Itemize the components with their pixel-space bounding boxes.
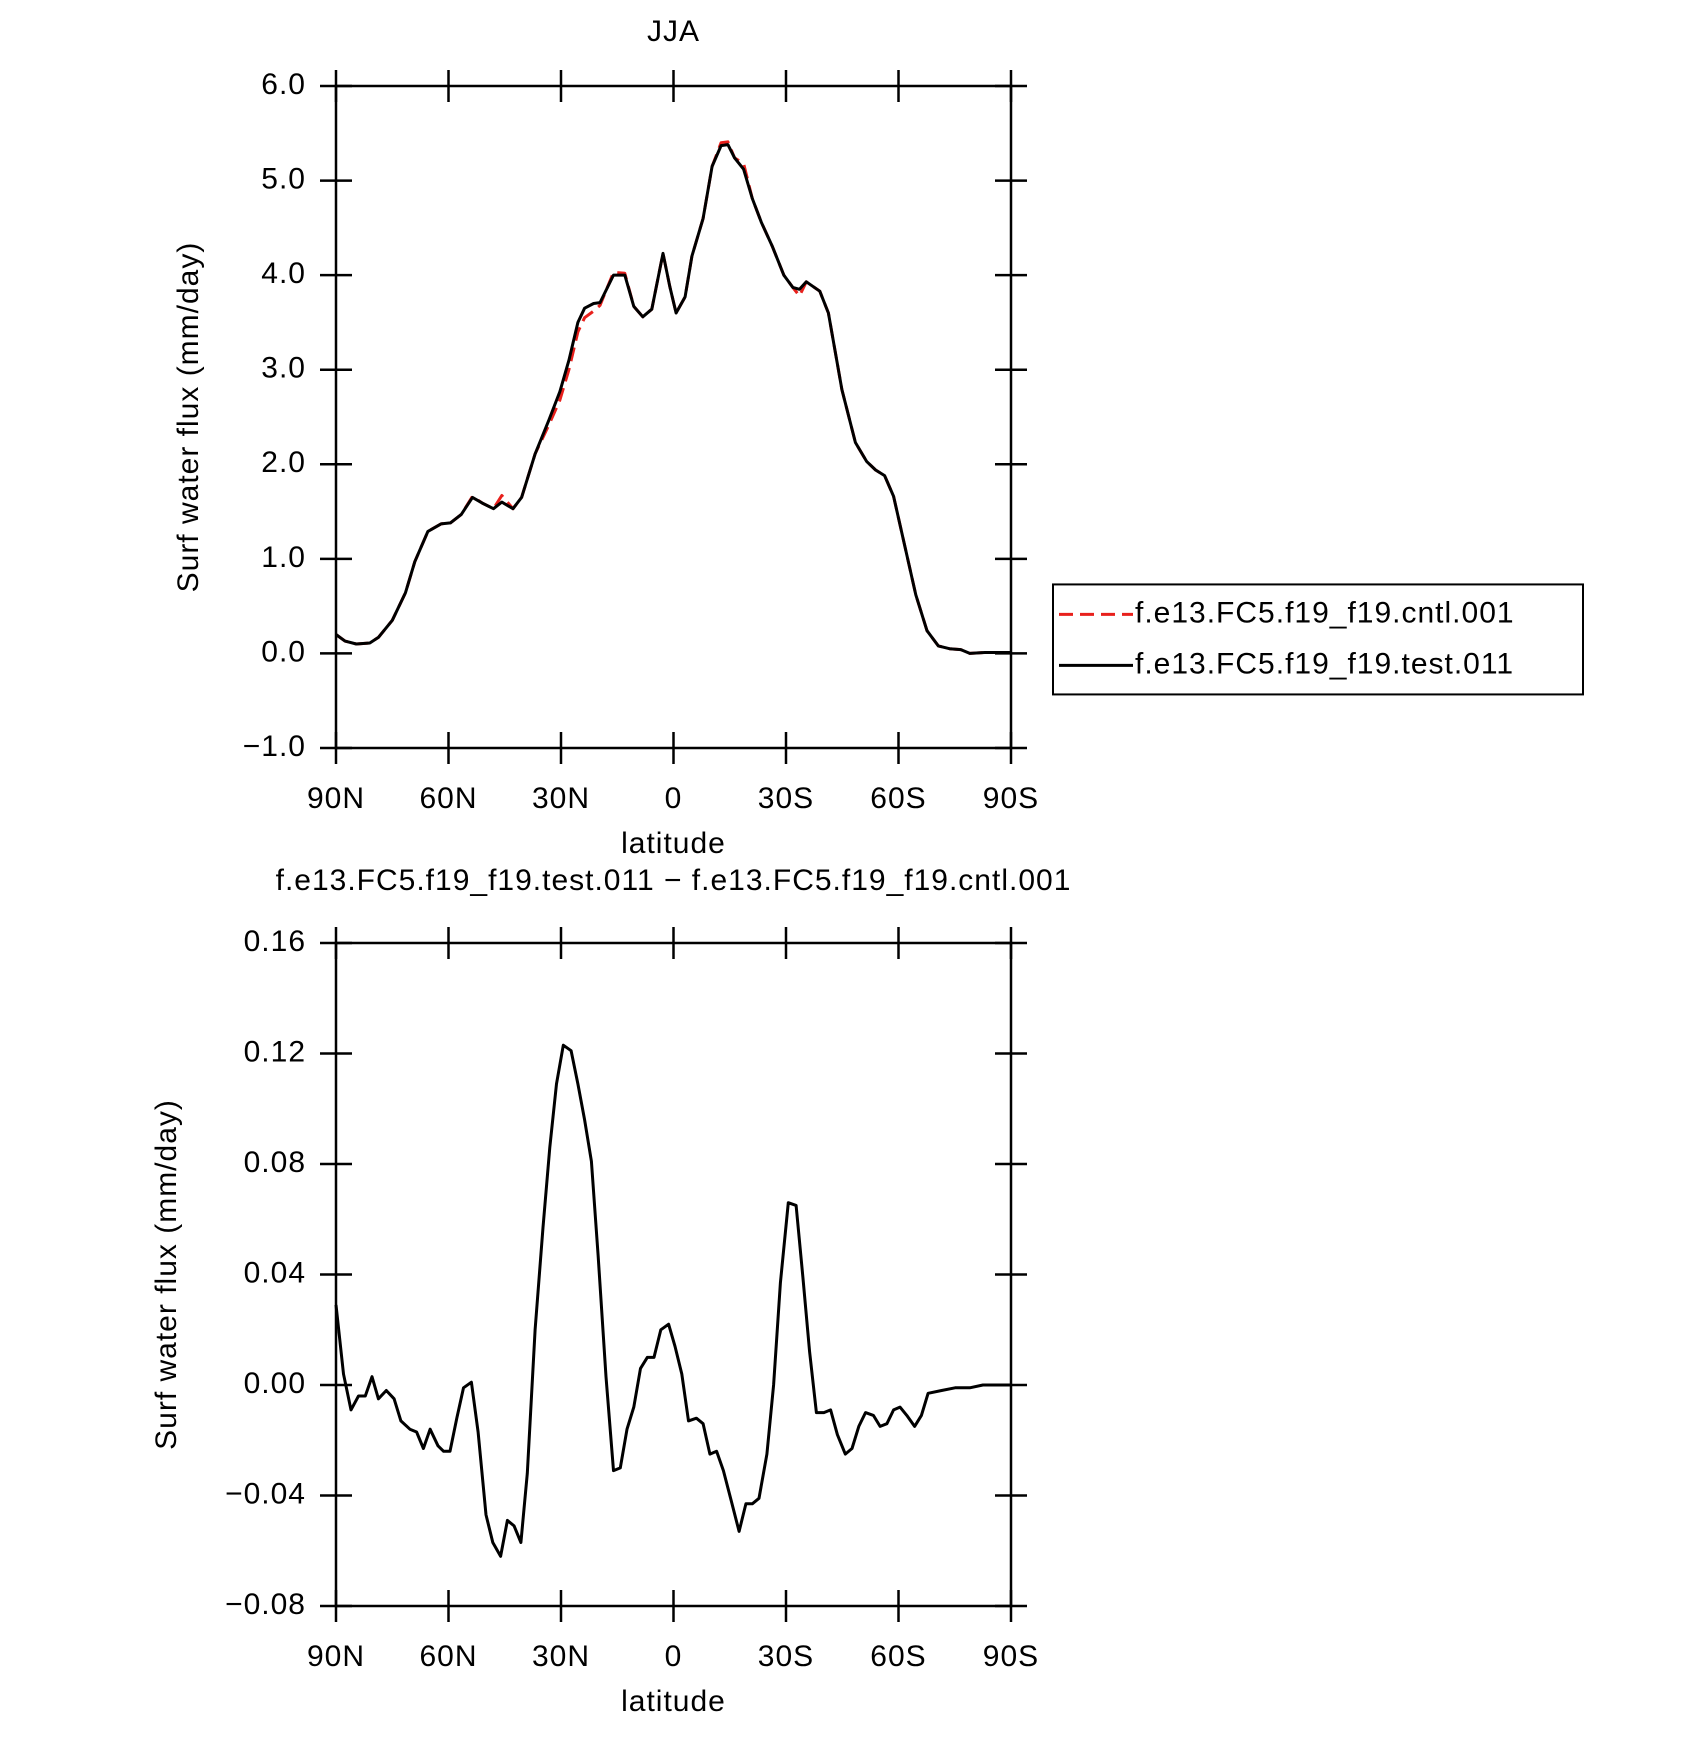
x-tick-label: 60N: [419, 1640, 477, 1673]
y-tick-label: 3.0: [261, 352, 306, 385]
plot-frame: [334, 941, 1013, 1608]
series-line: [335, 143, 1011, 655]
legend-label: f.e13.FC5.f19_f19.cntl.001: [1135, 596, 1515, 629]
y-tick-label: −0.04: [225, 1477, 306, 1510]
y-tick-label: 0.16: [244, 925, 306, 958]
series-line: [334, 1043, 1011, 1558]
y-tick-label: 2.0: [261, 446, 306, 479]
legend-box: [1052, 583, 1584, 696]
y-tick-label: 6.0: [261, 68, 306, 101]
chart-title: f.e13.FC5.f19_f19.test.011 − f.e13.FC5.f…: [276, 864, 1072, 897]
chart-title: JJA: [647, 15, 700, 48]
y-axis-label: Surf water flux (mm/day): [172, 242, 205, 593]
y-tick-label: 1.0: [261, 541, 306, 574]
x-tick-label: 0: [665, 782, 683, 815]
series-line: [335, 140, 1011, 655]
y-axis-label: Surf water flux (mm/day): [150, 1099, 183, 1450]
x-tick-label: 60S: [870, 782, 926, 815]
y-tick-label: −1.0: [243, 730, 306, 763]
y-tick-label: 0.12: [244, 1035, 306, 1068]
x-tick-label: 30N: [532, 782, 590, 815]
y-tick-label: 0.00: [244, 1367, 306, 1400]
x-tick-label: 30S: [758, 1640, 814, 1673]
x-tick-label: 60N: [419, 782, 477, 815]
y-tick-label: −0.08: [225, 1588, 306, 1621]
x-axis-label: latitude: [621, 1685, 726, 1718]
y-tick-label: 0.04: [244, 1256, 306, 1289]
x-tick-label: 90N: [307, 782, 365, 815]
x-tick-label: 0: [665, 1640, 683, 1673]
x-tick-label: 90N: [307, 1640, 365, 1673]
x-tick-label: 60S: [870, 1640, 926, 1673]
y-tick-label: 0.0: [261, 635, 306, 668]
y-tick-label: 5.0: [261, 162, 306, 195]
legend-label: f.e13.FC5.f19_f19.test.011: [1135, 647, 1514, 680]
x-tick-label: 90S: [983, 782, 1039, 815]
x-tick-label: 90S: [983, 1640, 1039, 1673]
plot-frame: [334, 84, 1013, 750]
x-tick-label: 30S: [758, 782, 814, 815]
y-tick-label: 0.08: [244, 1146, 306, 1179]
x-axis-label: latitude: [621, 827, 726, 860]
y-tick-label: 4.0: [261, 257, 306, 290]
x-tick-label: 30N: [532, 1640, 590, 1673]
